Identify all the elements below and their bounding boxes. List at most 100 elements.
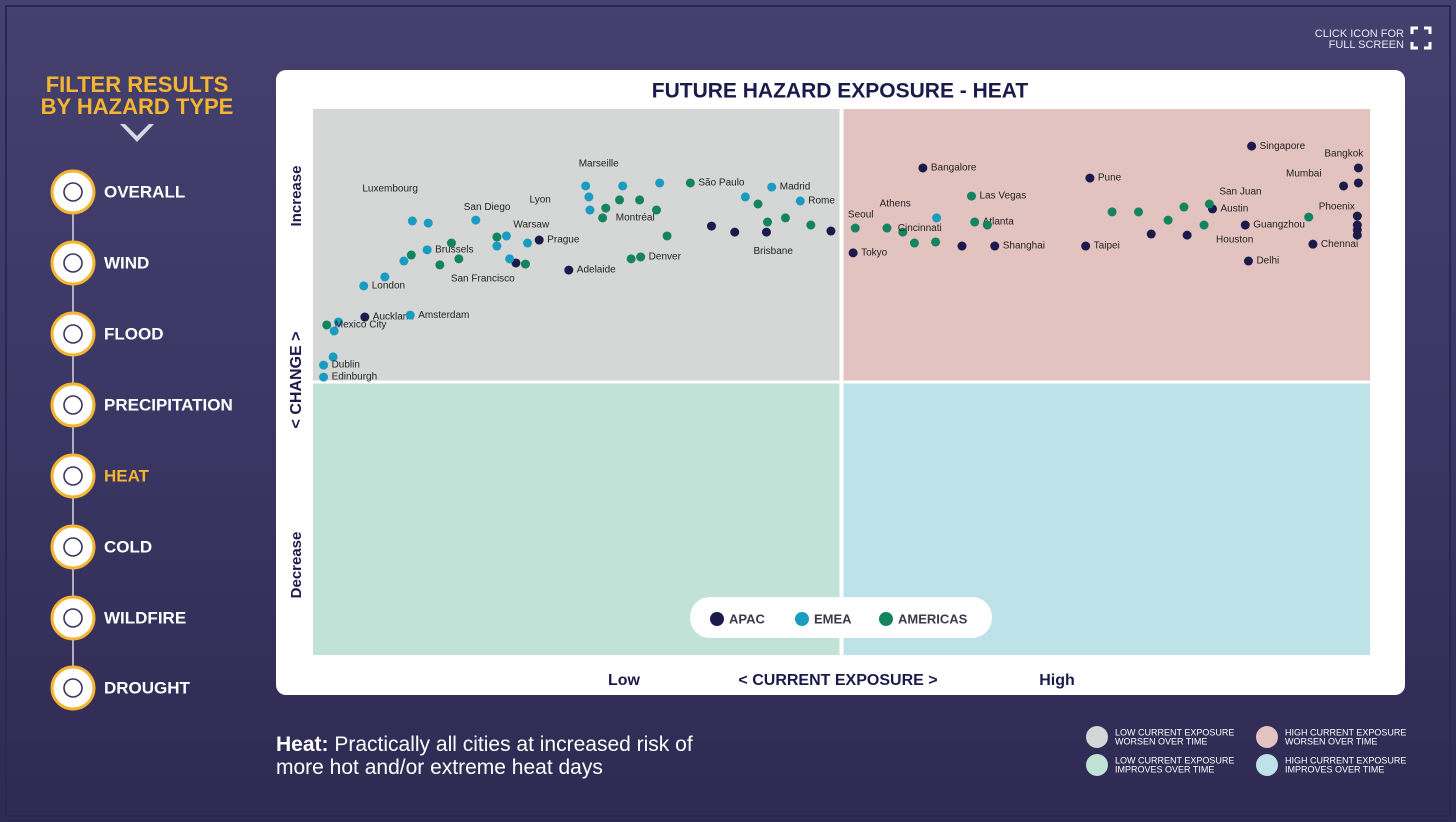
- city-point[interactable]: [319, 360, 329, 370]
- city-point[interactable]: [501, 231, 511, 241]
- city-point[interactable]: [534, 235, 544, 245]
- city-point[interactable]: [422, 245, 432, 255]
- city-point[interactable]: [584, 192, 594, 202]
- fullscreen-icon[interactable]: [1410, 26, 1432, 50]
- city-point[interactable]: [581, 181, 591, 191]
- city-point[interactable]: [662, 231, 672, 241]
- quadrant-legend-text: LOW CURRENT EXPOSURE: [1115, 727, 1234, 737]
- city-point[interactable]: [763, 217, 773, 227]
- city-point[interactable]: [706, 221, 716, 231]
- city-point[interactable]: [652, 205, 662, 215]
- city-point[interactable]: [931, 237, 941, 247]
- city-point[interactable]: [957, 241, 967, 251]
- city-point[interactable]: [1107, 207, 1117, 217]
- city-point[interactable]: [806, 220, 816, 230]
- city-point[interactable]: [1182, 230, 1192, 240]
- filter-item[interactable]: FLOOD: [50, 311, 164, 357]
- city-point[interactable]: [1243, 256, 1253, 266]
- city-label: Singapore: [1260, 141, 1306, 152]
- city-label: Austin: [1221, 204, 1249, 215]
- city-point[interactable]: [333, 317, 343, 327]
- city-point[interactable]: [848, 248, 858, 258]
- city-point[interactable]: [406, 250, 416, 260]
- filter-item[interactable]: WIND: [50, 240, 149, 286]
- city-point[interactable]: [564, 265, 574, 275]
- city-point[interactable]: [435, 260, 445, 270]
- city-point[interactable]: [1163, 215, 1173, 225]
- filter-item[interactable]: WILDFIRE: [50, 595, 186, 641]
- city-point[interactable]: [322, 320, 332, 330]
- city-point[interactable]: [909, 238, 919, 248]
- city-point[interactable]: [360, 312, 370, 322]
- city-point[interactable]: [655, 178, 665, 188]
- city-point[interactable]: [635, 195, 645, 205]
- city-point[interactable]: [982, 220, 992, 230]
- filter-item[interactable]: HEAT: [50, 453, 150, 499]
- city-point[interactable]: [615, 195, 625, 205]
- city-point[interactable]: [399, 256, 409, 266]
- city-point[interactable]: [730, 227, 740, 237]
- city-point[interactable]: [685, 178, 695, 188]
- filter-item[interactable]: OVERALL: [50, 169, 185, 215]
- city-point[interactable]: [1081, 241, 1091, 251]
- city-point[interactable]: [882, 223, 892, 233]
- city-point[interactable]: [601, 203, 611, 213]
- city-point[interactable]: [585, 205, 595, 215]
- city-point[interactable]: [1308, 239, 1318, 249]
- city-point[interactable]: [598, 213, 608, 223]
- city-point[interactable]: [967, 191, 977, 201]
- city-point[interactable]: [780, 213, 790, 223]
- city-point[interactable]: [1353, 163, 1363, 173]
- city-point[interactable]: [523, 238, 533, 248]
- city-point[interactable]: [1353, 178, 1363, 188]
- city-point[interactable]: [618, 181, 628, 191]
- city-point[interactable]: [1304, 212, 1314, 222]
- city-point[interactable]: [795, 196, 805, 206]
- city-point[interactable]: [1240, 220, 1250, 230]
- city-point[interactable]: [932, 213, 942, 223]
- city-point[interactable]: [826, 226, 836, 236]
- city-point[interactable]: [1352, 211, 1362, 221]
- city-point[interactable]: [1146, 229, 1156, 239]
- city-point[interactable]: [767, 182, 777, 192]
- city-point[interactable]: [471, 215, 481, 225]
- city-point[interactable]: [492, 241, 502, 251]
- city-point[interactable]: [1134, 207, 1144, 217]
- filter-item[interactable]: PRECIPITATION: [50, 382, 233, 428]
- city-point[interactable]: [520, 259, 530, 269]
- city-point[interactable]: [761, 227, 771, 237]
- city-point[interactable]: [1352, 230, 1362, 240]
- city-point[interactable]: [405, 310, 415, 320]
- sidebar-title: FILTER RESULTS: [46, 72, 229, 97]
- city-point[interactable]: [898, 227, 908, 237]
- filter-item[interactable]: DROUGHT: [50, 665, 191, 711]
- city-point[interactable]: [1085, 173, 1095, 183]
- city-point[interactable]: [1204, 199, 1214, 209]
- filter-icon: [50, 382, 96, 428]
- city-point[interactable]: [423, 218, 433, 228]
- city-point[interactable]: [1199, 220, 1209, 230]
- city-point[interactable]: [918, 163, 928, 173]
- city-point[interactable]: [740, 192, 750, 202]
- city-point[interactable]: [1179, 202, 1189, 212]
- city-point[interactable]: [505, 254, 515, 264]
- city-point[interactable]: [492, 232, 502, 242]
- city-point[interactable]: [359, 281, 369, 291]
- city-point[interactable]: [626, 254, 636, 264]
- city-point[interactable]: [990, 241, 1000, 251]
- city-point[interactable]: [850, 223, 860, 233]
- city-point[interactable]: [319, 372, 329, 382]
- city-point[interactable]: [329, 326, 339, 336]
- filter-item[interactable]: COLD: [50, 524, 152, 570]
- city-point[interactable]: [380, 272, 390, 282]
- city-point[interactable]: [753, 199, 763, 209]
- city-point[interactable]: [1339, 181, 1349, 191]
- city-point[interactable]: [970, 217, 980, 227]
- city-point[interactable]: [446, 238, 456, 248]
- y-axis-label: < CHANGE >: [288, 332, 305, 429]
- city-point[interactable]: [454, 254, 464, 264]
- city-point[interactable]: [636, 252, 646, 262]
- city-point[interactable]: [407, 216, 417, 226]
- city-point[interactable]: [1247, 141, 1257, 151]
- city-point[interactable]: [328, 352, 338, 362]
